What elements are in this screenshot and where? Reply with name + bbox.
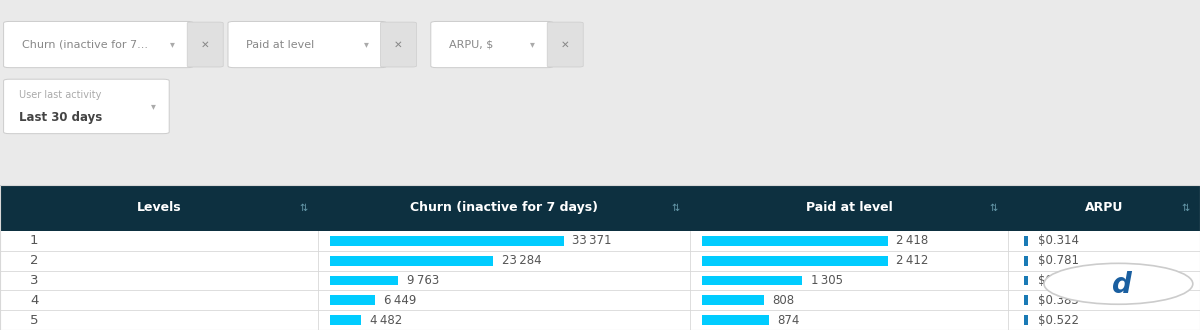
- FancyBboxPatch shape: [547, 22, 583, 67]
- Text: d: d: [1112, 271, 1132, 299]
- Text: Paid at level: Paid at level: [805, 201, 893, 214]
- Text: 3: 3: [30, 274, 38, 287]
- FancyBboxPatch shape: [228, 21, 386, 68]
- FancyBboxPatch shape: [4, 79, 169, 134]
- Bar: [0, 310, 1200, 330]
- Text: 1: 1: [30, 234, 38, 248]
- Text: $0.314: $0.314: [1038, 234, 1079, 248]
- Text: 808: 808: [773, 294, 794, 307]
- Text: ▾: ▾: [170, 40, 175, 50]
- Text: Levels: Levels: [137, 201, 181, 214]
- Bar: [0, 0, 1200, 185]
- Bar: [702, 236, 888, 246]
- Bar: [702, 256, 888, 266]
- Text: $0.781: $0.781: [1038, 254, 1079, 267]
- Text: 6 449: 6 449: [384, 294, 416, 307]
- Bar: [1024, 256, 1028, 266]
- Bar: [0, 231, 1200, 251]
- Bar: [1024, 315, 1028, 325]
- FancyBboxPatch shape: [187, 22, 223, 67]
- Bar: [1024, 276, 1028, 285]
- Text: 874: 874: [778, 314, 800, 327]
- Text: ARPU: ARPU: [1085, 201, 1123, 214]
- Text: User last activity: User last activity: [19, 90, 102, 100]
- Bar: [330, 236, 564, 246]
- Text: 1 305: 1 305: [811, 274, 842, 287]
- Text: 4 482: 4 482: [370, 314, 402, 327]
- Bar: [1024, 236, 1028, 246]
- FancyBboxPatch shape: [4, 21, 193, 68]
- Bar: [0, 271, 1200, 290]
- Bar: [1024, 295, 1028, 305]
- Text: ▾: ▾: [151, 101, 156, 112]
- Bar: [330, 295, 376, 305]
- Text: 23 284: 23 284: [502, 254, 541, 267]
- Text: ⇅: ⇅: [1182, 203, 1189, 213]
- Text: ARPU, $: ARPU, $: [449, 40, 493, 50]
- Bar: [330, 276, 398, 285]
- Text: ⇅: ⇅: [672, 203, 679, 213]
- Bar: [0, 185, 1200, 330]
- Text: 2 418: 2 418: [896, 234, 929, 248]
- Text: Last 30 days: Last 30 days: [19, 111, 102, 124]
- Text: 9 763: 9 763: [407, 274, 439, 287]
- Text: $0.522: $0.522: [1038, 314, 1079, 327]
- Text: ⇅: ⇅: [990, 203, 997, 213]
- Text: 33 371: 33 371: [572, 234, 612, 248]
- FancyBboxPatch shape: [380, 22, 416, 67]
- Text: ✕: ✕: [200, 40, 210, 50]
- Text: ✕: ✕: [394, 40, 403, 50]
- Text: Churn (inactive for 7...: Churn (inactive for 7...: [22, 40, 148, 50]
- Text: Churn (inactive for 7 days): Churn (inactive for 7 days): [410, 201, 598, 214]
- Bar: [330, 256, 493, 266]
- Bar: [702, 295, 764, 305]
- Text: 2: 2: [30, 254, 38, 267]
- Text: 5: 5: [30, 314, 38, 327]
- Bar: [330, 315, 361, 325]
- Bar: [0, 290, 1200, 310]
- Text: ✕: ✕: [560, 40, 570, 50]
- Circle shape: [1044, 263, 1193, 304]
- Bar: [0, 251, 1200, 271]
- Text: ⇅: ⇅: [300, 203, 307, 213]
- Text: ▾: ▾: [364, 40, 368, 50]
- Text: ▾: ▾: [530, 40, 535, 50]
- Text: $0.441: $0.441: [1038, 274, 1079, 287]
- Bar: [702, 276, 803, 285]
- Bar: [0, 185, 1200, 231]
- Text: 2 412: 2 412: [896, 254, 929, 267]
- Text: $0.383: $0.383: [1038, 294, 1079, 307]
- Text: Paid at level: Paid at level: [246, 40, 314, 50]
- Text: 4: 4: [30, 294, 38, 307]
- FancyBboxPatch shape: [431, 21, 553, 68]
- Bar: [702, 315, 769, 325]
